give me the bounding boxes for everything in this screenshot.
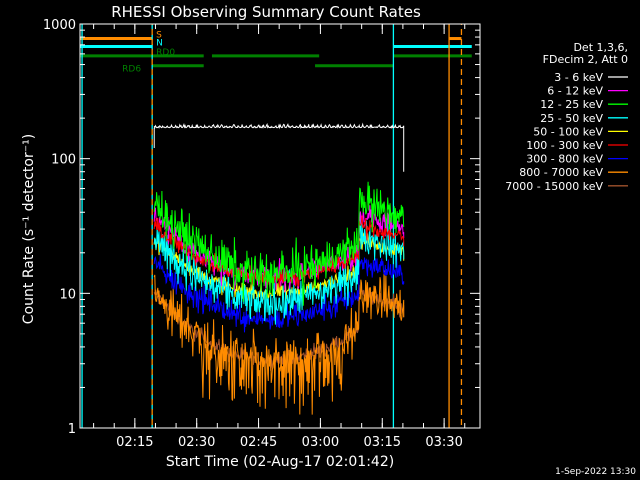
series-800-7000keV (153, 270, 405, 415)
series-line (153, 254, 405, 333)
y-tick-label: 1000 (43, 18, 76, 33)
legend-entry-label: 6 - 12 keV (547, 85, 603, 98)
footer-timestamp: 1-Sep-2022 13:30 (555, 467, 636, 477)
legend-entry-label: 800 - 7000 keV (519, 166, 603, 179)
series-line (153, 122, 405, 172)
series-3-6keV (153, 122, 405, 172)
axes: 1 10 100 1000 02:15 02:30 02:45 03:00 03:15 03:30 (43, 18, 481, 450)
series-7000-15000keV (153, 284, 405, 371)
x-axis-label: Start Time (02-Aug-17 02:01:42) (166, 454, 394, 470)
series-line (153, 212, 405, 325)
x-tick-label: 02:45 (240, 435, 277, 450)
series-25-50keV (153, 212, 405, 325)
y-axis-label: Count Rate (s⁻¹ detector⁻¹) (21, 134, 37, 324)
series-line (153, 215, 405, 288)
legend-entry-label: 100 - 300 keV (526, 139, 603, 152)
series-100-300keV (153, 215, 405, 288)
series-line (153, 181, 405, 306)
x-tick-label: 03:00 (302, 435, 339, 450)
legend-entry-label: 50 - 100 keV (533, 125, 603, 138)
x-tick-label: 03:15 (364, 435, 401, 450)
flag-label-n: N (156, 39, 163, 49)
y-tick-label: 10 (59, 287, 76, 302)
legend-entry-label: 12 - 25 keV (540, 98, 603, 111)
series-layer (153, 122, 405, 415)
legend-entry-label: 25 - 50 keV (540, 112, 603, 125)
y-tick-label: 1 (68, 422, 76, 437)
legend-entry-label: 3 - 6 keV (554, 71, 603, 84)
plot-frame (79, 23, 481, 429)
x-tick-label: 02:30 (178, 435, 215, 450)
flag-label-s: S (156, 31, 162, 41)
chart-title: RHESSI Observing Summary Count Rates (111, 3, 421, 21)
series-300-800keV (153, 254, 405, 333)
series-line (153, 284, 405, 371)
flag-label-rd0: RD0 (156, 48, 175, 58)
x-tick-label: 02:15 (116, 435, 153, 450)
legend-entry-label: 7000 - 15000 keV (505, 180, 603, 193)
series-12-25keV (153, 181, 405, 306)
y-tick-label: 100 (51, 153, 76, 168)
legend-entry-label: 300 - 800 keV (526, 153, 603, 166)
legend-header: Det 1,3,6, (573, 41, 628, 54)
flag-label-rd6: RD6 (122, 65, 141, 75)
legend-header: FDecim 2, Att 0 (543, 53, 628, 66)
series-line (153, 270, 405, 415)
x-tick-label: 03:30 (425, 435, 462, 450)
